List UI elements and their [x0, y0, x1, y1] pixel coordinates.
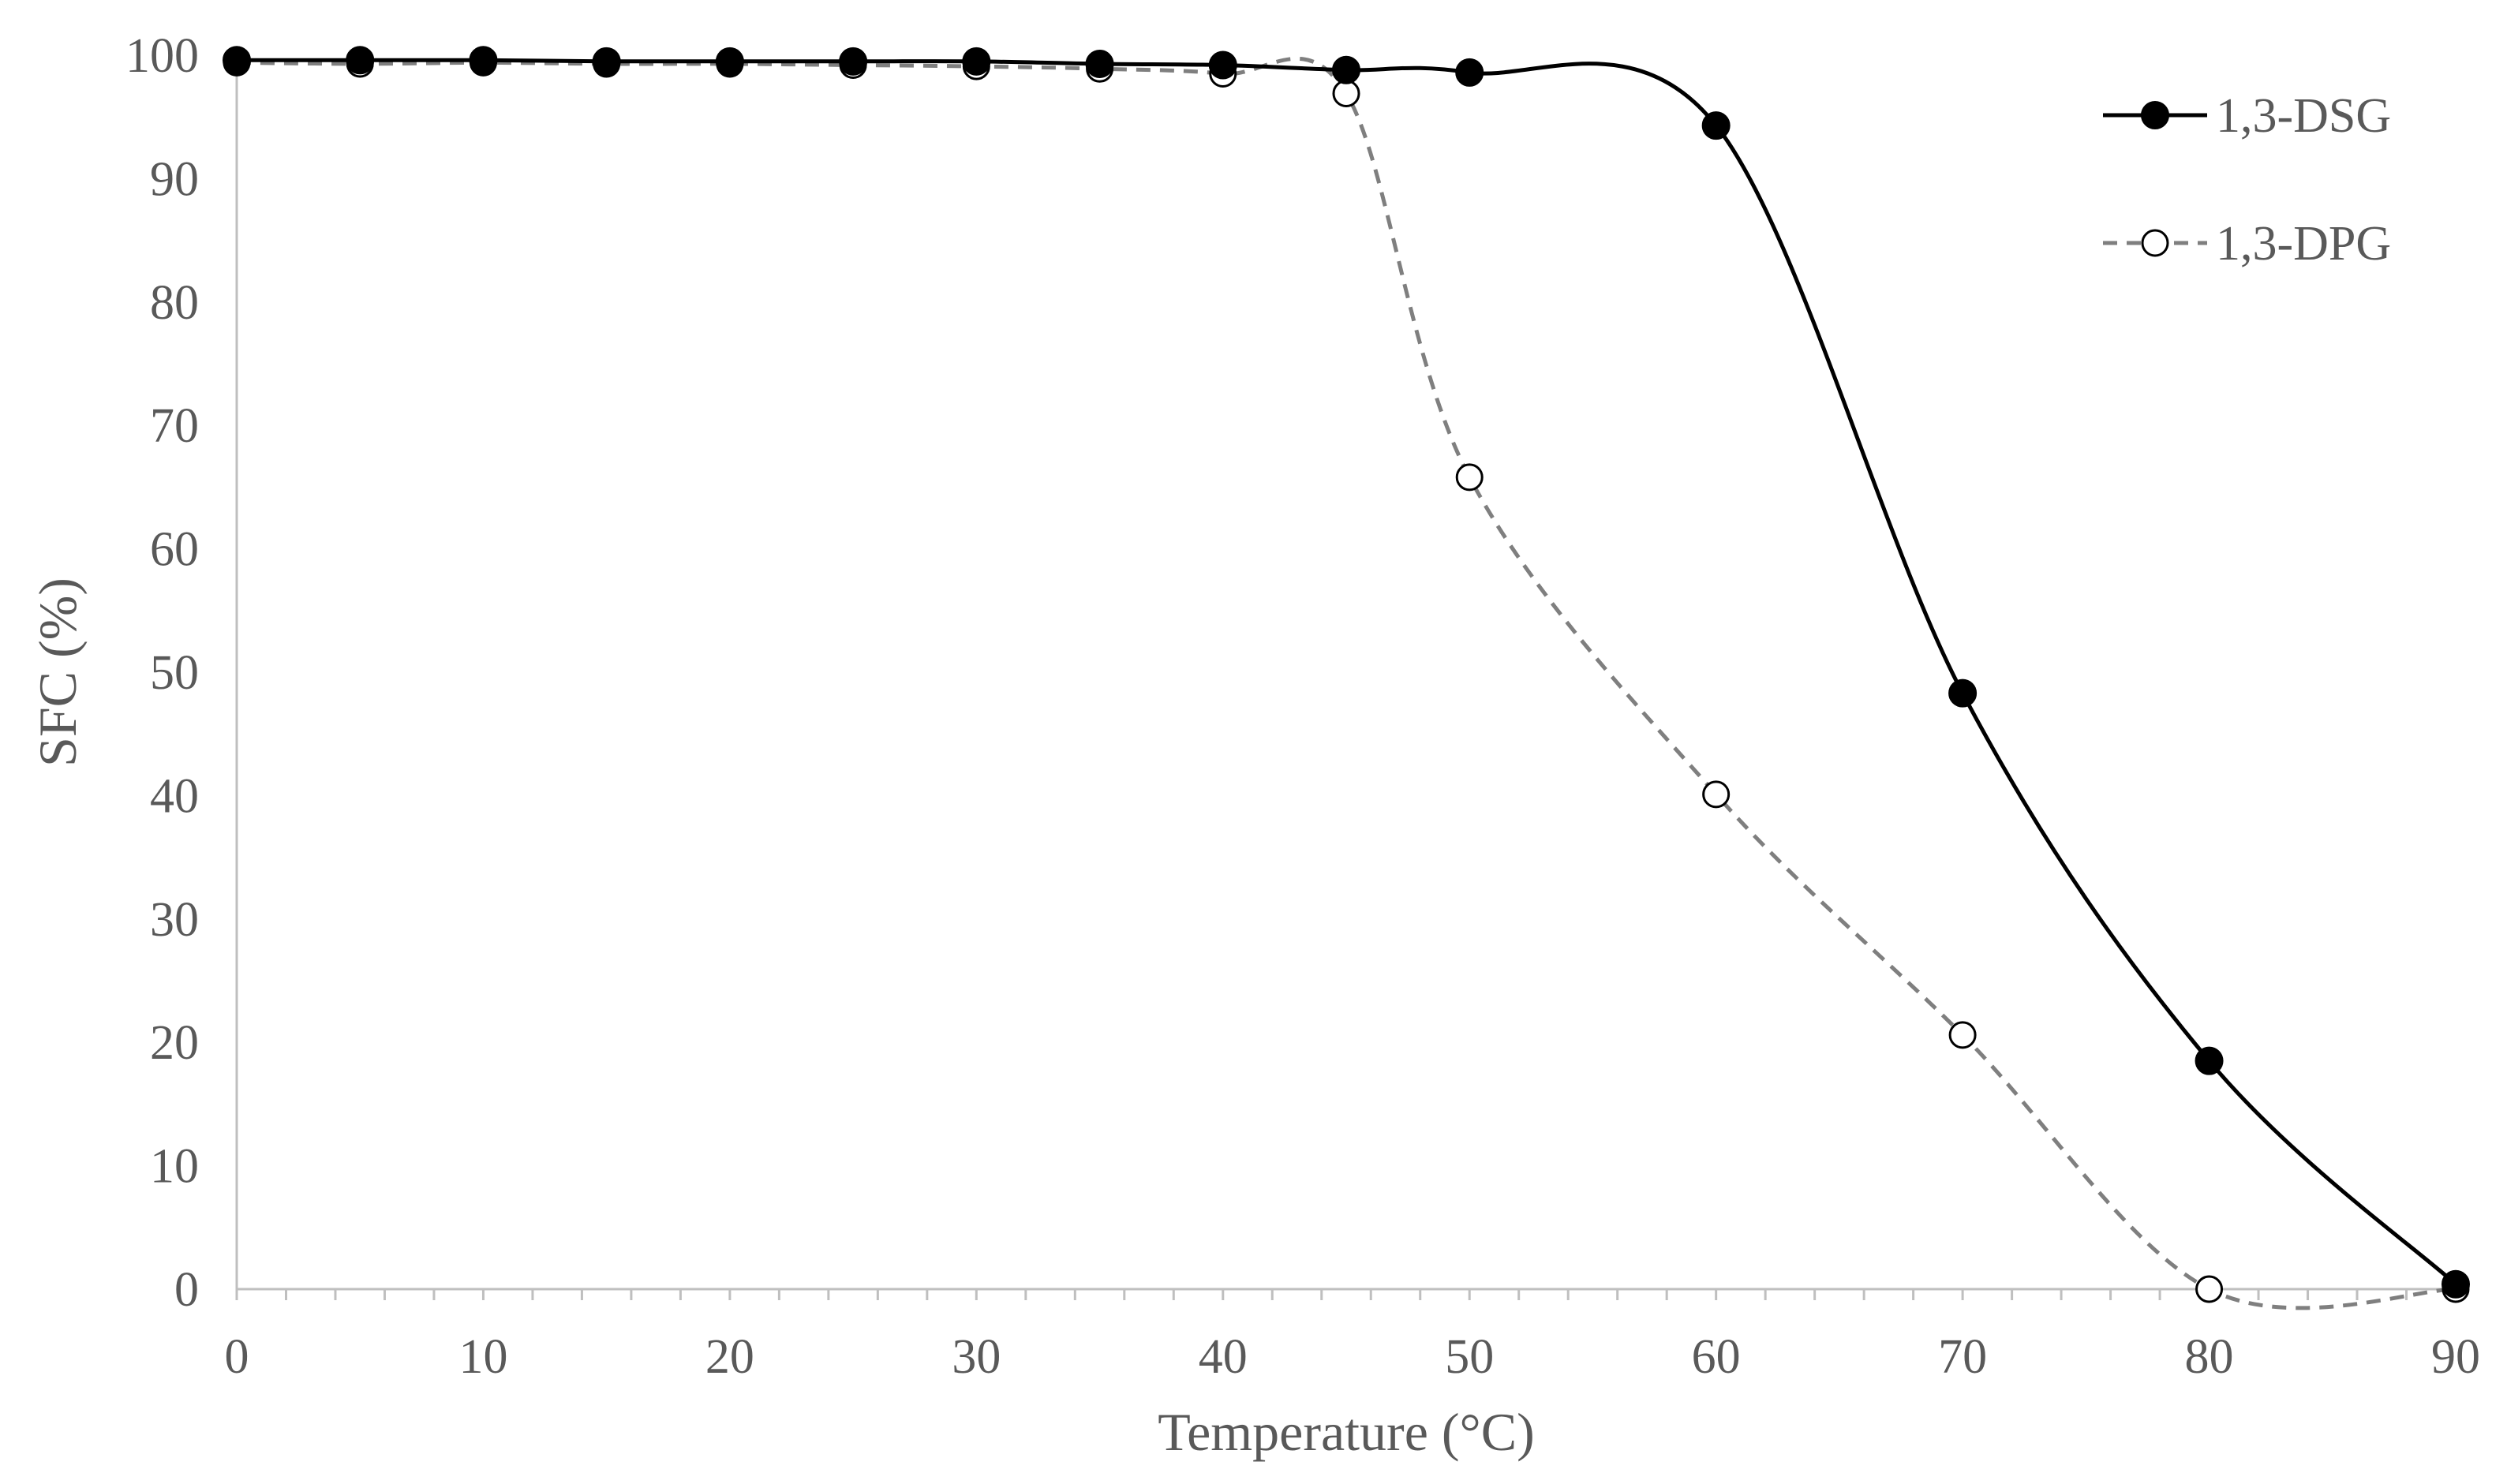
data-point-1-3-dsg — [346, 47, 373, 73]
y-tick-label: 80 — [150, 276, 199, 330]
y-tick-label: 70 — [150, 399, 199, 453]
data-point-1-3-dsg — [2442, 1271, 2469, 1298]
data-point-1-3-dsg — [1703, 112, 1730, 139]
data-point-1-3-dsg — [717, 48, 743, 75]
series-line-1-3-dpg — [237, 58, 2456, 1308]
y-tick-label: 60 — [150, 523, 199, 577]
legend-label: 1,3-DPG — [2216, 217, 2391, 271]
data-point-1-3-dsg — [2196, 1048, 2223, 1075]
x-tick-label: 50 — [1445, 1330, 1494, 1384]
x-tick-label: 10 — [458, 1330, 507, 1384]
legend-label: 1,3-DSG — [2216, 89, 2391, 143]
x-tick-label: 60 — [1692, 1330, 1741, 1384]
data-point-1-3-dsg — [1210, 52, 1237, 79]
data-point-1-3-dsg — [1087, 50, 1113, 77]
y-tick-label: 0 — [174, 1263, 199, 1317]
y-tick-label: 30 — [150, 893, 199, 947]
data-point-1-3-dsg — [1333, 57, 1360, 84]
data-point-1-3-dsg — [223, 47, 250, 73]
x-tick-label: 20 — [705, 1330, 754, 1384]
x-tick-label: 70 — [1938, 1330, 1987, 1384]
legend-marker — [2142, 230, 2168, 256]
axes — [237, 55, 2456, 1289]
data-point-1-3-dpg — [1704, 782, 1729, 807]
x-tick-label: 30 — [952, 1330, 1001, 1384]
x-tick-label: 80 — [2185, 1330, 2234, 1384]
data-point-1-3-dsg — [470, 47, 496, 73]
y-tick-label: 20 — [150, 1016, 199, 1070]
legend-item-1-3-dsg: 1,3-DSG — [2103, 89, 2391, 143]
x-tick-label: 0 — [225, 1330, 249, 1384]
y-tick-label: 40 — [150, 769, 199, 823]
series-line-1-3-dsg — [237, 60, 2456, 1284]
y-tick-label: 100 — [125, 29, 199, 83]
series-1-3-dsg — [223, 47, 2469, 1297]
x-tick-label: 40 — [1199, 1330, 1248, 1384]
y-axis-title: SFC (%) — [28, 578, 88, 767]
ticks: 0 10 20 30 40 50 60 70 80 90 0 10 20 30 40 50 60 70 80 90 10… — [125, 29, 2480, 1384]
x-axis-title: Temperature (°C) — [1158, 1402, 1534, 1462]
data-point-1-3-dsg — [1949, 680, 1976, 707]
data-point-1-3-dpg — [1457, 465, 1482, 490]
data-point-1-3-dsg — [1456, 59, 1483, 86]
sfc-chart: 0 10 20 30 40 50 60 70 80 90 0 10 20 30 40 50 60 70 80 90 10… — [0, 0, 2507, 1484]
series-1-3-dpg — [224, 50, 2468, 1307]
y-tick-label: 50 — [150, 646, 199, 700]
legend: 1,3-DSG 1,3-DPG — [2103, 89, 2391, 271]
data-point-1-3-dsg — [840, 48, 866, 75]
data-point-1-3-dpg — [1334, 80, 1359, 106]
legend-item-1-3-dpg: 1,3-DPG — [2103, 217, 2391, 271]
data-point-1-3-dsg — [593, 48, 620, 75]
data-point-1-3-dsg — [963, 48, 990, 75]
y-tick-label: 90 — [150, 152, 199, 206]
legend-marker — [2142, 102, 2168, 129]
data-point-1-3-dpg — [2197, 1277, 2222, 1302]
series-layer — [223, 47, 2469, 1308]
y-tick-label: 10 — [150, 1140, 199, 1194]
x-tick-label: 90 — [2431, 1330, 2480, 1384]
data-point-1-3-dpg — [1950, 1022, 1975, 1048]
